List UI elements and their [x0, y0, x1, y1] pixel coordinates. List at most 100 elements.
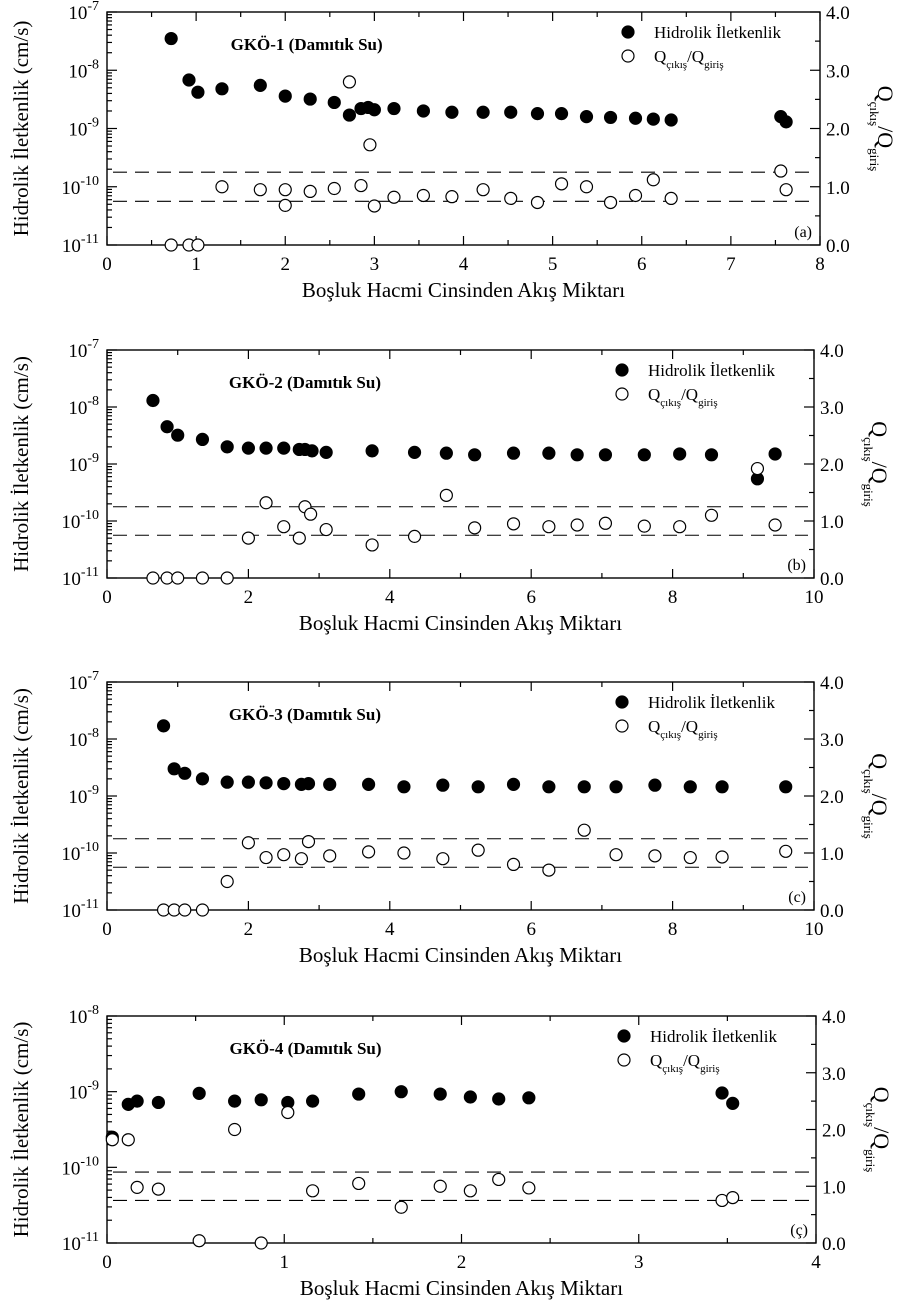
hydraulic-conductivity-point — [254, 1093, 268, 1107]
hydraulic-conductivity-point — [506, 446, 521, 460]
hydraulic-conductivity-point — [779, 115, 793, 129]
plot-frame — [106, 1015, 817, 1244]
x-tick-label: 2 — [244, 919, 254, 940]
hydraulic-conductivity-point — [715, 780, 729, 794]
hydraulic-conductivity-point — [303, 92, 317, 106]
flow-ratio-point — [304, 507, 318, 521]
y-tick-label: 10-11 — [62, 232, 99, 257]
flow-ratio-point — [445, 190, 459, 204]
hydraulic-conductivity-point — [220, 775, 234, 789]
y2-tick-label: 3.0 — [822, 1064, 846, 1085]
hydraulic-conductivity-point — [704, 448, 719, 462]
y2-axis-title: Qçıkış/Qgiriş — [864, 1087, 895, 1173]
hydraulic-conductivity-point — [191, 85, 205, 99]
hydraulic-conductivity-point — [241, 775, 255, 789]
y2-tick-label: 3.0 — [820, 398, 844, 419]
hydraulic-conductivity-point — [220, 440, 234, 454]
legend-label: Qçıkış/Qgiriş — [648, 717, 718, 741]
hydraulic-conductivity-point — [439, 446, 453, 460]
flow-ratio-point — [130, 1180, 144, 1194]
hydraulic-conductivity-point — [530, 107, 545, 121]
flow-ratio-point — [277, 520, 291, 534]
hydraulic-conductivity-point — [305, 444, 319, 458]
x-tick-label: 6 — [526, 919, 536, 940]
panel-label: (b) — [787, 557, 806, 574]
y-axis-title: Hidrolik İletkenlik (cm/s) — [9, 356, 33, 572]
hydraulic-conductivity-point — [648, 778, 662, 792]
legend-marker-filled — [621, 25, 635, 39]
flow-ratio-point — [779, 183, 793, 197]
hydraulic-conductivity-point — [192, 1086, 206, 1100]
x-tick-label: 0 — [102, 254, 112, 275]
hydraulic-conductivity-point — [715, 1086, 729, 1100]
x-tick-label: 10 — [805, 587, 824, 608]
x-tick-label: 8 — [815, 254, 825, 275]
flow-ratio-point — [715, 850, 729, 864]
hydraulic-conductivity-point — [253, 78, 267, 92]
flow-ratio-point — [361, 845, 376, 859]
y-axis-title: Hidrolik İletkenlik (cm/s) — [9, 1022, 33, 1238]
flow-ratio-point — [253, 183, 267, 197]
hydraulic-conductivity-point — [164, 31, 178, 46]
flow-ratio-point — [463, 1184, 477, 1198]
flow-ratio-point — [303, 184, 317, 199]
flow-ratio-point — [220, 571, 234, 585]
y2-tick-label: 4.0 — [822, 1007, 846, 1028]
flow-ratio-point — [492, 1172, 506, 1187]
flow-ratio-point — [259, 850, 273, 865]
hydraulic-conductivity-point — [522, 1091, 536, 1105]
flow-ratio-point — [779, 844, 793, 858]
flow-ratio-point — [241, 531, 255, 545]
hydraulic-conductivity-point — [542, 446, 556, 460]
hydraulic-conductivity-point — [397, 780, 411, 794]
y-tick-label: 10-7 — [68, 337, 99, 362]
y-tick-label: 10-10 — [61, 840, 99, 865]
flow-ratio-point — [171, 571, 185, 585]
hydraulic-conductivity-point — [673, 447, 687, 461]
hydraulic-conductivity-point — [542, 780, 556, 794]
flow-ratio-point — [439, 488, 453, 502]
hydraulic-conductivity-point — [492, 1092, 506, 1106]
hydraulic-conductivity-point — [468, 448, 482, 462]
x-tick-label: 2 — [457, 1252, 467, 1273]
hydraulic-conductivity-point — [577, 780, 591, 794]
y2-tick-label: 1.0 — [822, 1177, 846, 1198]
hydraulic-conductivity-point — [407, 445, 422, 459]
flow-ratio-point — [301, 834, 316, 849]
hydraulic-conductivity-point — [301, 777, 316, 791]
y-tick-label: 10-7 — [68, 669, 99, 694]
flow-ratio-point — [683, 850, 697, 865]
x-tick-label: 8 — [668, 587, 678, 608]
x-tick-label: 1 — [280, 1252, 290, 1273]
x-tick-label: 3 — [370, 254, 380, 275]
flow-ratio-point — [673, 520, 687, 534]
flow-ratio-point — [367, 199, 381, 213]
x-tick-label: 4 — [385, 587, 395, 608]
flow-ratio-point — [407, 529, 422, 543]
y2-tick-label: 2.0 — [820, 455, 844, 476]
hydraulic-conductivity-point — [259, 441, 273, 455]
y-tick-label: 10-9 — [68, 451, 99, 476]
hydraulic-conductivity-point — [361, 777, 376, 791]
hydraulic-conductivity-point — [476, 105, 490, 119]
hydraulic-conductivity-point — [182, 73, 196, 87]
hydraulic-conductivity-point — [554, 107, 569, 121]
x-axis-title: Boşluk Hacmi Cinsinden Akış Miktarı — [299, 611, 622, 635]
panel-label: (a) — [794, 224, 812, 241]
x-tick-label: 0 — [102, 587, 112, 608]
hydraulic-conductivity-point — [195, 772, 210, 786]
chart-title: GKÖ-2 (Damıtık Su) — [229, 373, 381, 392]
y2-tick-label: 4.0 — [820, 341, 844, 362]
chart-title: GKÖ-1 (Damıtık Su) — [231, 35, 383, 54]
hydraulic-conductivity-point — [178, 766, 192, 780]
hydraulic-conductivity-point — [570, 448, 584, 462]
hydraulic-conductivity-point — [215, 82, 229, 96]
flow-ratio-point — [277, 848, 291, 862]
legend-marker-open — [617, 1053, 631, 1067]
flow-ratio-point — [530, 195, 545, 210]
y2-tick-label: 1.0 — [820, 844, 844, 865]
flow-ratio-point — [294, 852, 309, 866]
flow-ratio-point — [664, 191, 678, 205]
y2-tick-label: 2.0 — [822, 1121, 846, 1142]
